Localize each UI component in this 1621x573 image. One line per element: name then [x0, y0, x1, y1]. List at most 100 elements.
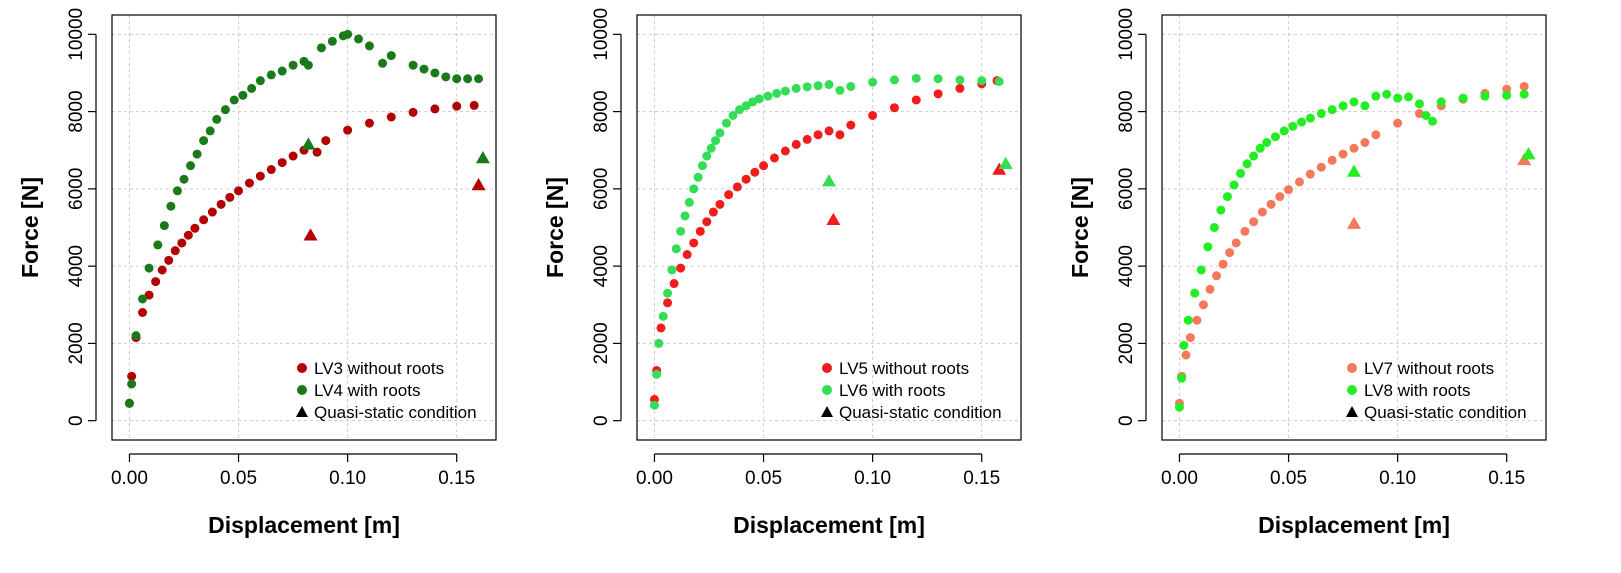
- data-point: [1428, 116, 1438, 126]
- data-point: [364, 41, 374, 51]
- data-point: [754, 94, 764, 104]
- data-point: [824, 80, 834, 90]
- data-point: [312, 147, 322, 157]
- data-point: [1212, 271, 1222, 281]
- data-point: [813, 81, 823, 91]
- data-point: [1218, 259, 1228, 269]
- legend-marker: [1347, 363, 1357, 373]
- data-point: [759, 161, 769, 171]
- triangle-point: [822, 174, 836, 187]
- data-point: [216, 199, 226, 209]
- data-point: [780, 146, 790, 156]
- series-3: [303, 178, 486, 241]
- x-tick-label: 0.05: [1270, 468, 1307, 489]
- triangle-point: [475, 150, 490, 164]
- data-point: [1305, 169, 1315, 179]
- data-point: [802, 134, 812, 144]
- data-point: [1266, 199, 1276, 209]
- data-point: [1316, 109, 1326, 119]
- chart-panel-1: 0.00 0.05 0.10 0.15 0 2000 4000 6000 8000 10000 Di…: [17, 8, 497, 538]
- data-point: [1404, 92, 1414, 102]
- data-point: [1183, 315, 1193, 325]
- data-point: [669, 279, 679, 289]
- data-point: [1205, 284, 1215, 294]
- x-axis-title: Displacement [m]: [208, 512, 400, 538]
- data-point: [321, 136, 331, 146]
- data-point: [663, 298, 673, 308]
- legend: LV5 without roots LV6 with roots Quasi-sta…: [821, 359, 1002, 422]
- data-point: [327, 36, 337, 46]
- data-point: [732, 182, 742, 192]
- data-point: [166, 201, 176, 211]
- legend-marker: [297, 363, 307, 373]
- data-point: [1181, 350, 1191, 360]
- data-point: [911, 73, 921, 83]
- data-point: [1242, 159, 1252, 169]
- data-point: [1284, 185, 1294, 195]
- series-4: [822, 156, 1013, 187]
- data-point: [656, 323, 666, 333]
- data-point: [1294, 177, 1304, 187]
- data-point: [186, 161, 196, 171]
- triangle-point: [1521, 147, 1536, 160]
- data-point: [419, 64, 429, 74]
- data-point: [835, 85, 845, 95]
- plot-frame: [636, 14, 1022, 441]
- data-point: [706, 143, 716, 153]
- data-point: [138, 308, 148, 317]
- data-point: [693, 172, 703, 182]
- data-point: [430, 104, 440, 114]
- data-point: [802, 82, 812, 92]
- data-point: [153, 240, 163, 250]
- data-point: [741, 101, 751, 111]
- data-point: [1177, 373, 1187, 383]
- legend-marker-triangle: [821, 406, 833, 417]
- plot-frame: [111, 14, 497, 441]
- data-point: [212, 114, 222, 124]
- data-point: [741, 174, 751, 184]
- y-tick-label: 6000: [591, 168, 612, 210]
- legend-marker: [1347, 385, 1357, 395]
- data-point: [452, 101, 462, 111]
- data-point: [1279, 126, 1289, 136]
- data-point: [303, 60, 313, 70]
- data-point: [408, 107, 418, 117]
- data-point: [676, 263, 686, 273]
- series-3: [1347, 152, 1532, 229]
- data-point: [1349, 97, 1359, 107]
- legend-label: Quasi-static condition: [314, 403, 477, 422]
- data-point: [846, 81, 856, 91]
- x-tick-label: 0.00: [1161, 468, 1198, 489]
- data-point: [170, 246, 180, 256]
- data-point: [689, 184, 699, 194]
- triangle-point: [303, 228, 318, 241]
- legend-label: LV3 without roots: [314, 359, 444, 378]
- data-point: [750, 167, 760, 177]
- data-point: [441, 72, 451, 82]
- data-point: [695, 226, 705, 236]
- data-point: [676, 226, 686, 236]
- x-tick-label: 0.10: [329, 468, 366, 489]
- plot-frame: [1161, 14, 1547, 441]
- data-point: [813, 130, 823, 140]
- series-1: [1174, 81, 1529, 408]
- triangle-point: [1347, 164, 1361, 177]
- triangle-point: [1347, 216, 1361, 229]
- data-point: [652, 369, 662, 379]
- data-point: [408, 60, 418, 70]
- y-tick-label: 0: [591, 415, 612, 426]
- data-point: [1275, 192, 1285, 202]
- x-tick-label: 0.10: [854, 468, 891, 489]
- x-tick-label: 0.00: [636, 468, 673, 489]
- data-point: [1393, 118, 1403, 128]
- data-point: [1255, 143, 1265, 153]
- y-axis-title: Force [N]: [1067, 177, 1093, 278]
- series-2: [124, 29, 484, 408]
- series-1: [649, 76, 1002, 404]
- chart-panel-2: 0.00 0.05 0.10 0.15 0 2000 4000 6000 8000 10000 Di…: [542, 8, 1022, 538]
- data-point: [769, 153, 779, 163]
- y-tick-label: 4000: [66, 245, 87, 287]
- data-point: [702, 217, 712, 227]
- data-point: [1338, 149, 1348, 159]
- data-point: [469, 100, 479, 110]
